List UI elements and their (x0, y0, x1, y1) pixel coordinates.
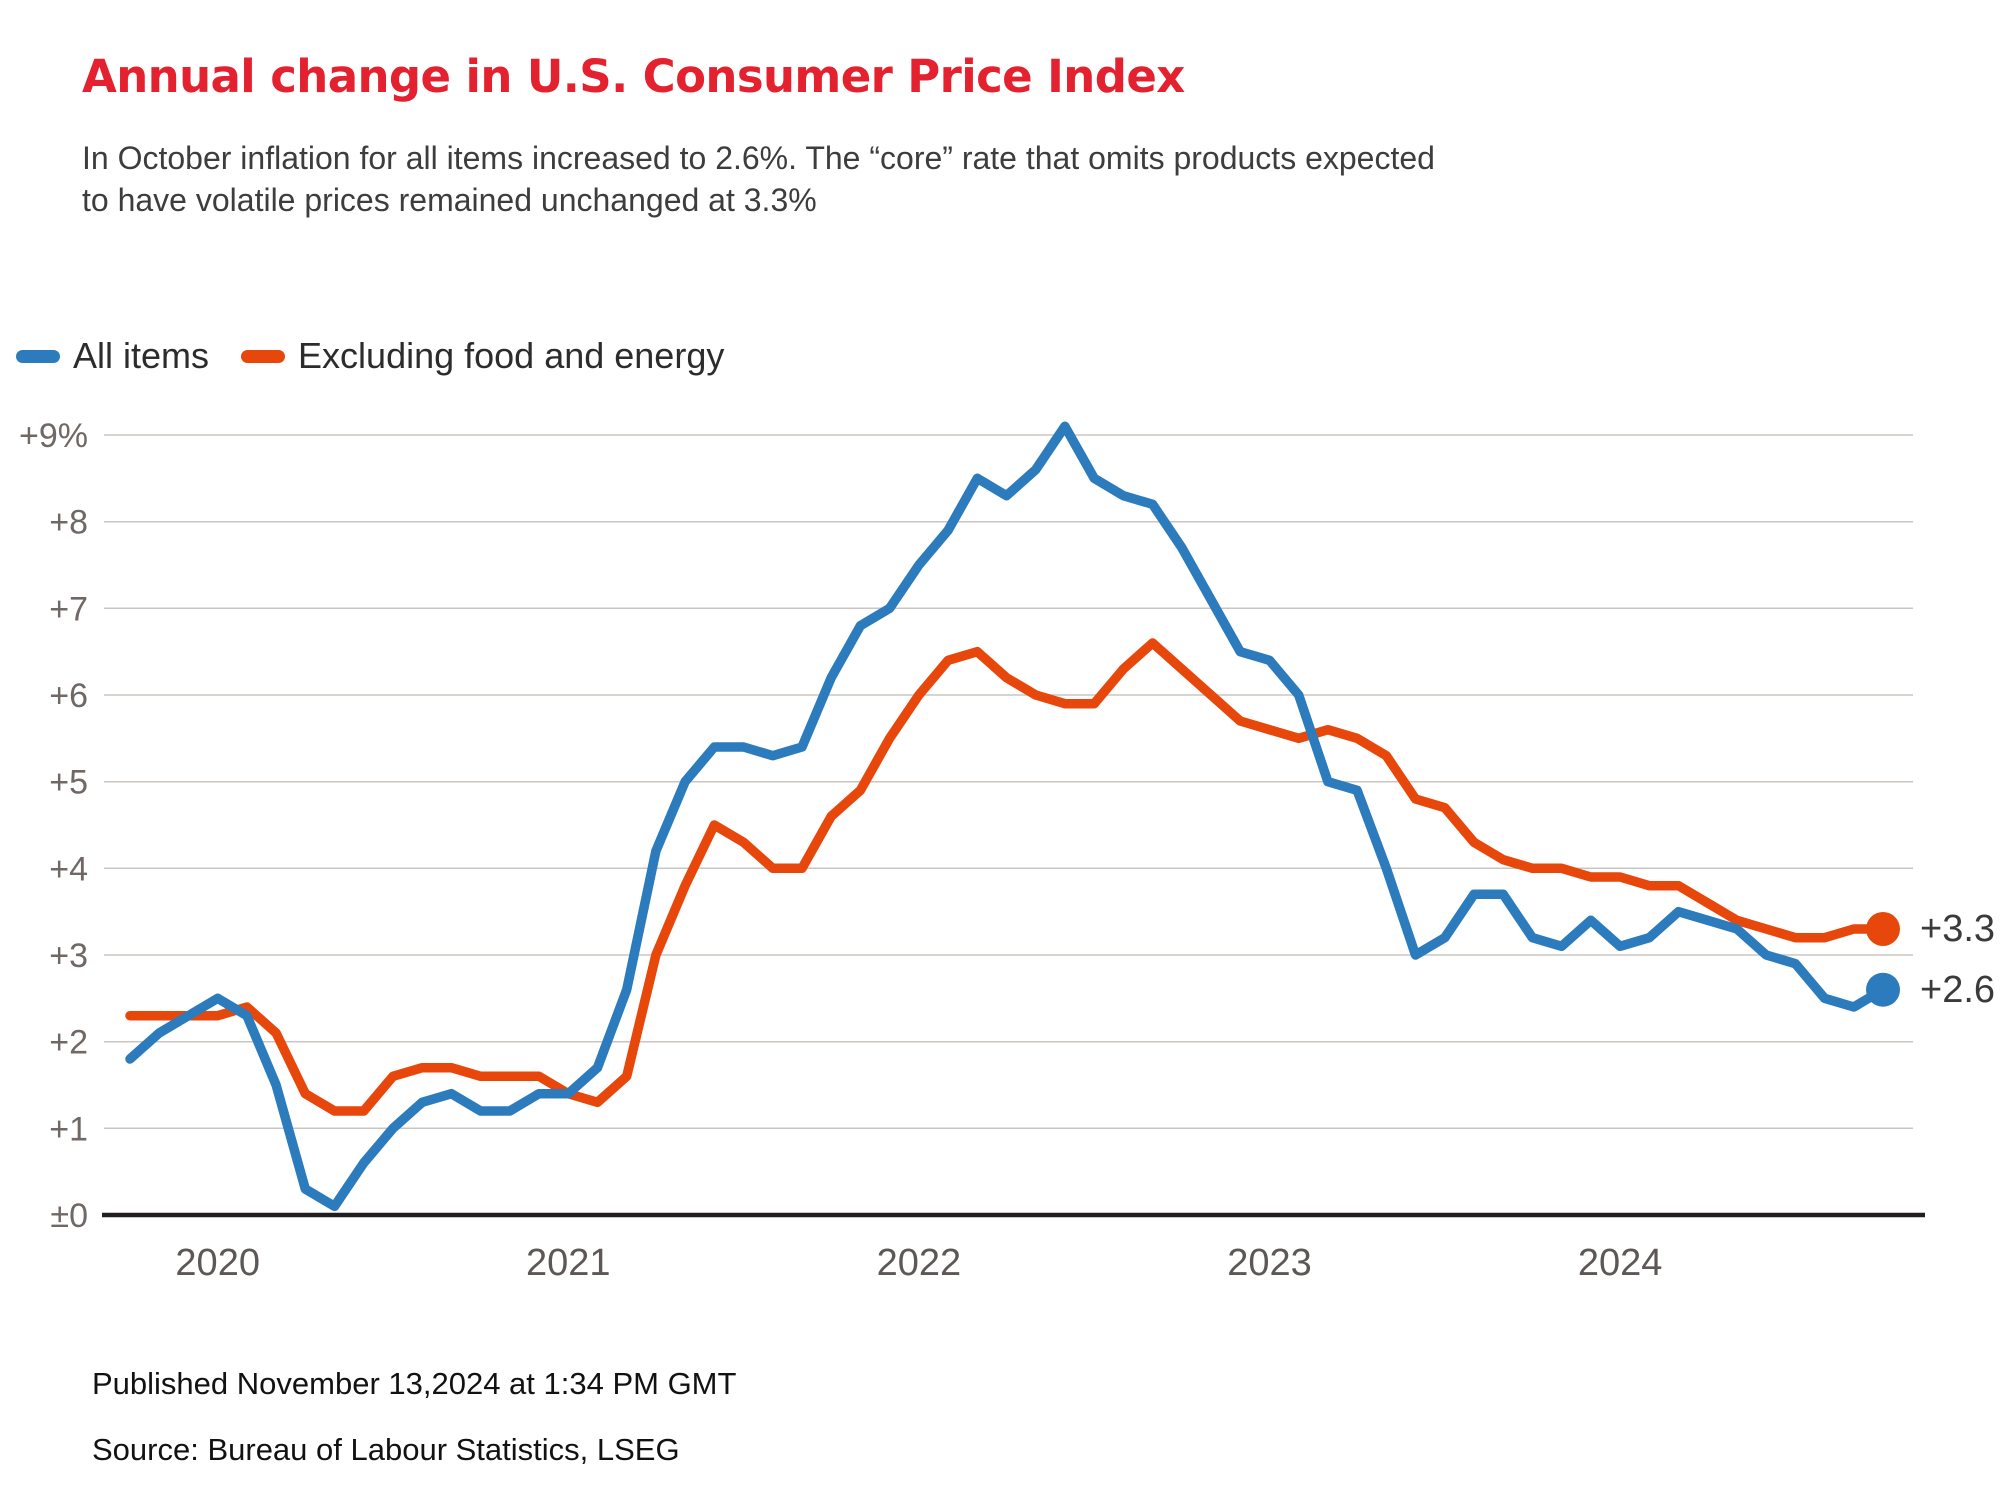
x-tick-label: 2023 (1227, 1242, 1312, 1284)
chart-title: Annual change in U.S. Consumer Price Ind… (82, 50, 1185, 103)
y-tick-label: +9% (19, 417, 88, 455)
chart-subtitle-line2: to have volatile prices remained unchang… (82, 182, 817, 218)
end-dot-all-items (1866, 972, 1900, 1007)
cpi-line-chart: +9% +8 +7 +6 +5 +4 +3 +2 +1 ±0 2020 2021 2022 2023 202… (19, 417, 1925, 1284)
legend-swatch-all-items (16, 349, 60, 363)
y-tick-label: +5 (49, 764, 88, 802)
y-tick-label: +2 (49, 1024, 88, 1062)
legend-label-core: Excluding food and energy (298, 335, 725, 376)
x-tick-label: 2022 (877, 1242, 962, 1284)
x-tick-label: 2024 (1578, 1242, 1663, 1284)
y-tick-label: +4 (49, 850, 88, 888)
legend-label-all-items: All items (73, 335, 210, 376)
chart-legend: All items Excluding food and energy (16, 332, 724, 380)
line-all-items (125, 421, 1888, 1212)
y-tick-label: +6 (49, 677, 88, 715)
published-date: Published November 13,2024 at 1:34 PM GM… (92, 1366, 737, 1401)
chart-subtitle: In October inflation for all items incre… (82, 137, 1435, 221)
end-label-core: +3.3 (1920, 908, 1996, 950)
end-dot-core (1866, 912, 1900, 946)
source-credit: Source: Bureau of Labour Statistics, LSE… (92, 1432, 680, 1467)
x-tick-label: 2021 (526, 1242, 611, 1284)
legend-item-all-items: All items (16, 335, 209, 377)
legend-swatch-core (241, 349, 286, 363)
y-tick-label: +8 (49, 504, 88, 542)
y-tick-label: +1 (49, 1110, 88, 1148)
chart-footer: Published November 13,2024 at 1:34 PM GM… (92, 1364, 736, 1470)
chart-subtitle-line1: In October inflation for all items incre… (82, 140, 1435, 176)
y-tick-label: ±0 (50, 1197, 88, 1235)
line-core (125, 638, 1888, 1116)
y-tick-label: +7 (49, 590, 88, 628)
x-tick-label: 2020 (175, 1242, 260, 1284)
legend-item-core: Excluding food and energy (241, 335, 724, 377)
y-tick-label: +3 (49, 937, 88, 975)
end-label-all-items: +2.6 (1920, 969, 1996, 1011)
